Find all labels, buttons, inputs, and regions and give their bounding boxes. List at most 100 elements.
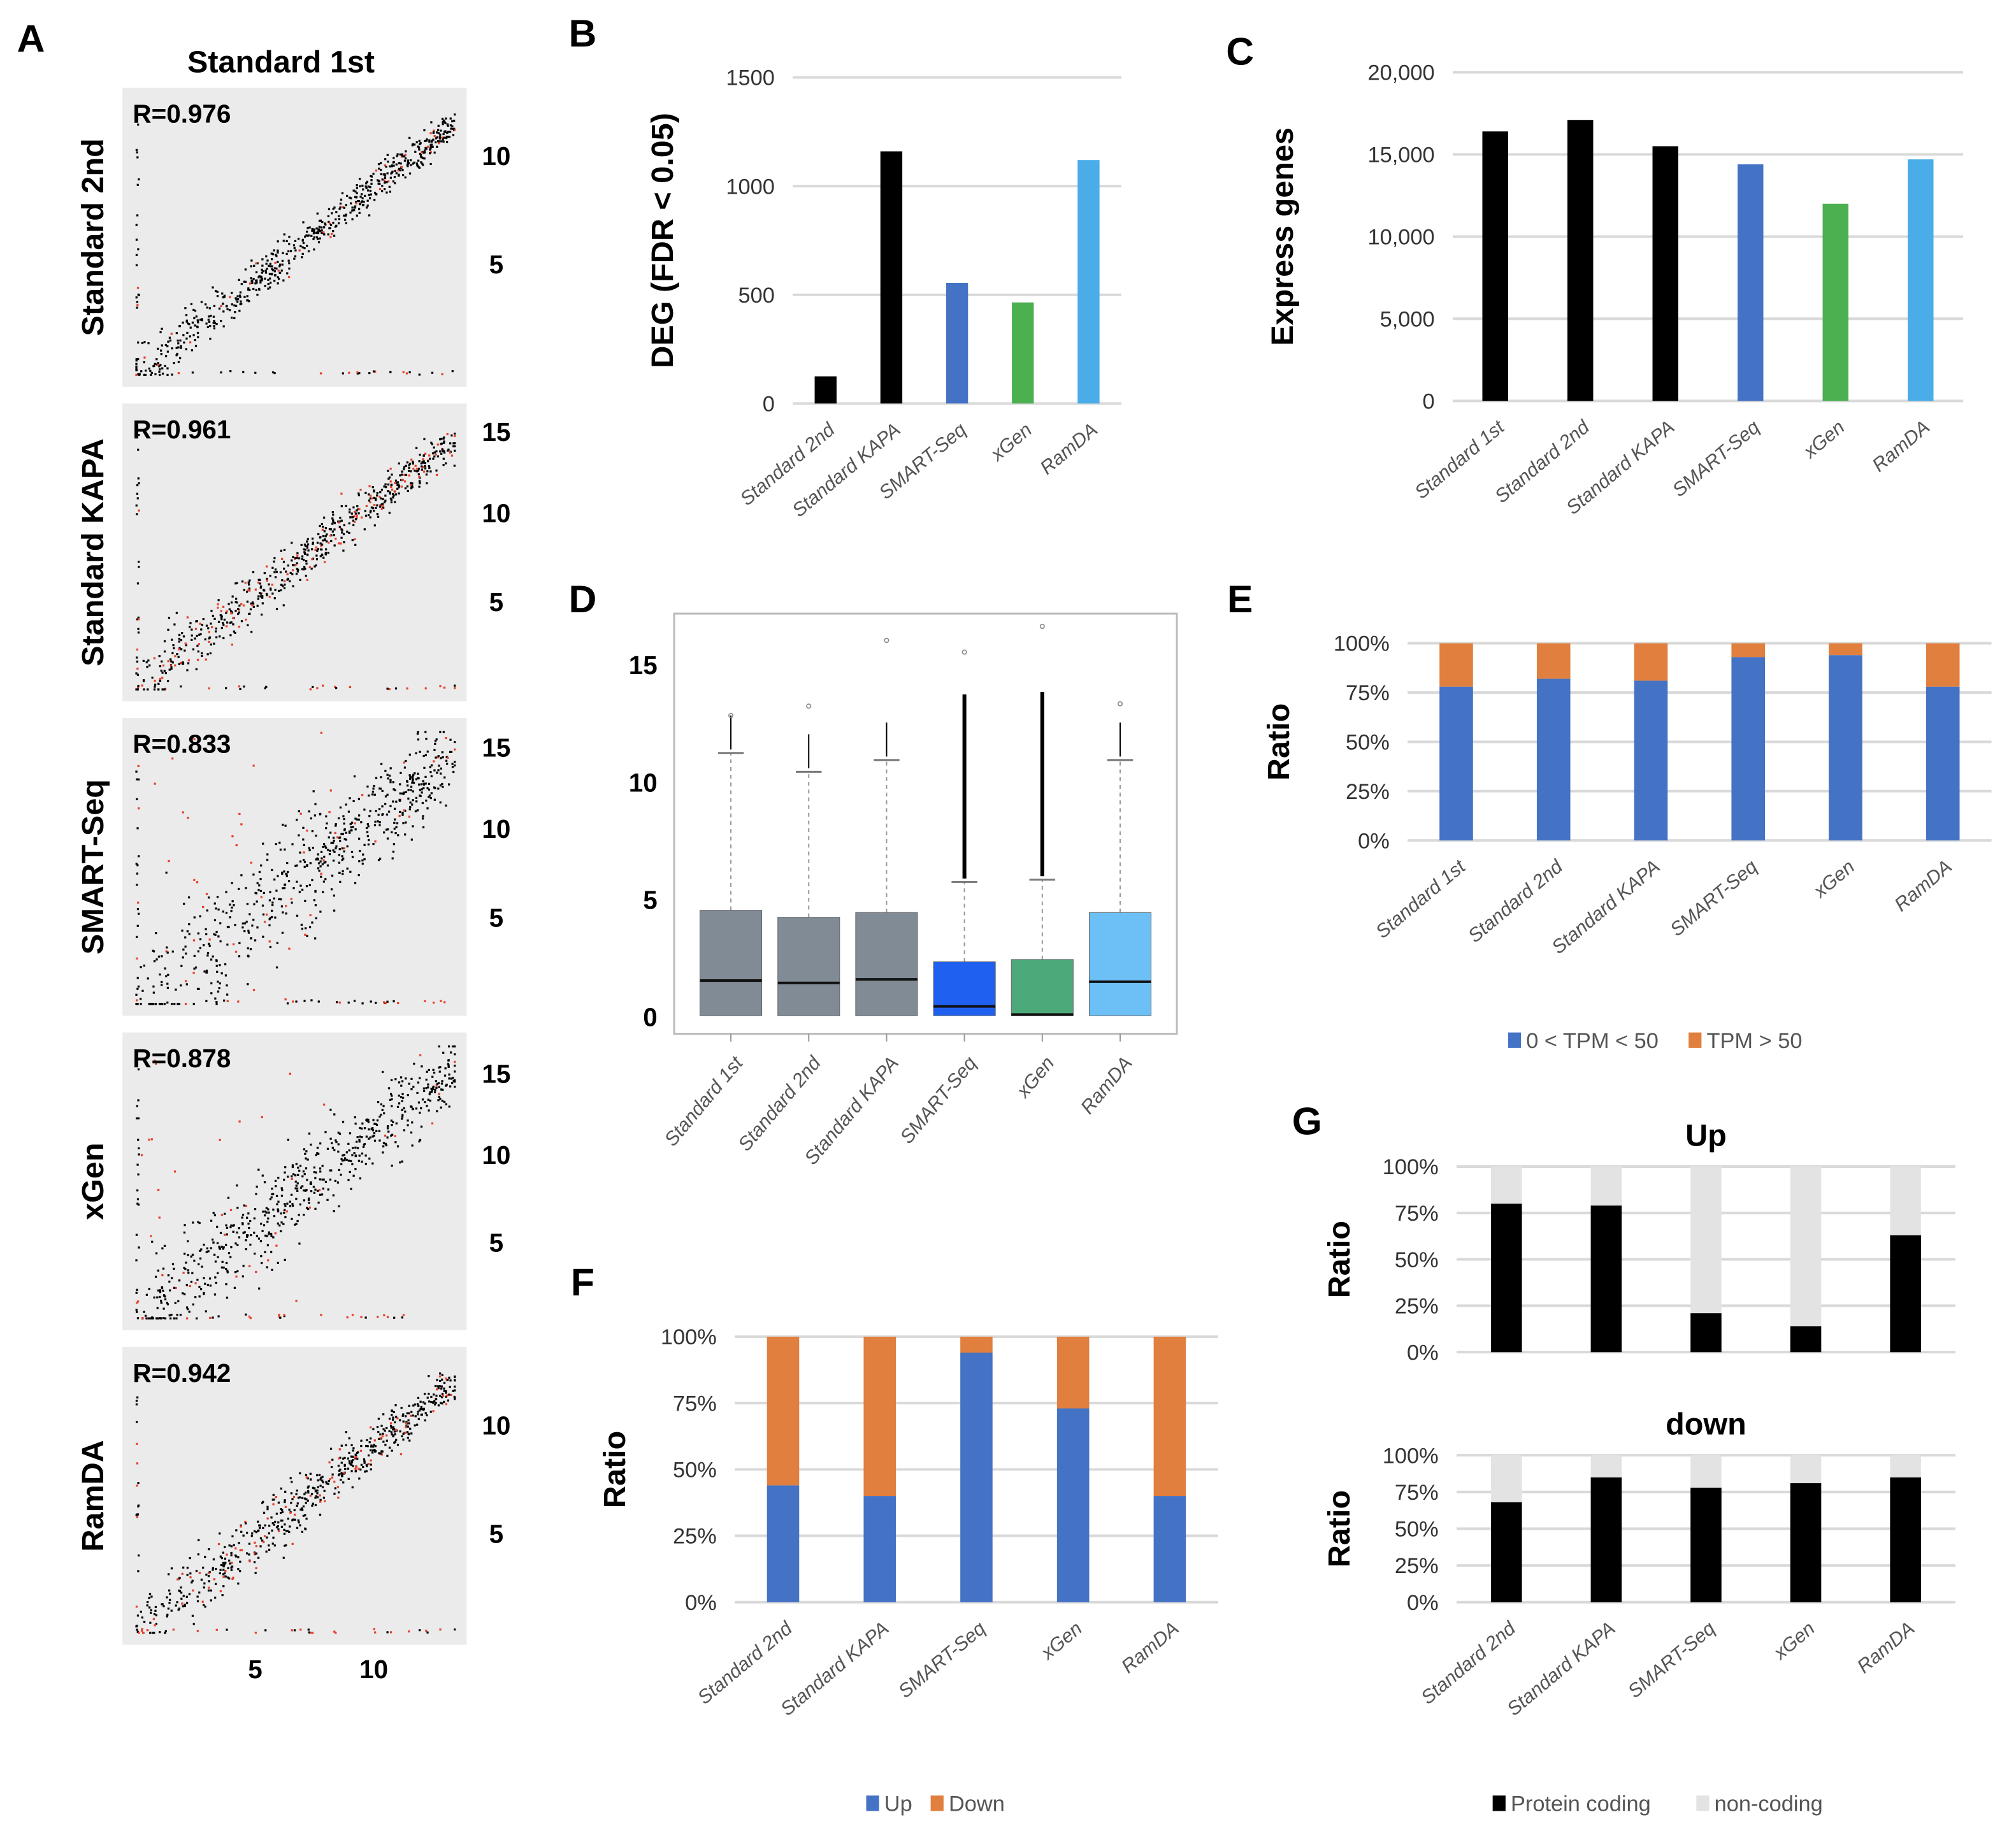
scatter-point (282, 585, 284, 587)
scatter-point (343, 838, 346, 840)
scatter-point (136, 306, 138, 309)
scatter-point (313, 814, 317, 817)
scatter-point (401, 1093, 404, 1095)
scatter-point (254, 1632, 257, 1634)
scatter-point (371, 1127, 374, 1130)
scatter-point (241, 1223, 244, 1226)
scatter-point (411, 1121, 414, 1124)
scatter-point (275, 1244, 278, 1247)
scatter-point (248, 1553, 250, 1556)
scatter-point (452, 1045, 454, 1048)
scatter-point (185, 983, 188, 986)
scatter-point (415, 778, 418, 780)
scatter-point (398, 486, 400, 489)
scatter-point (392, 494, 395, 497)
scatter-point (335, 1140, 338, 1144)
scatter-point (196, 1317, 198, 1319)
scatter-point (274, 1232, 277, 1235)
scatter-point (268, 924, 271, 926)
scatter-point (329, 1448, 333, 1450)
scatter-point (454, 1375, 456, 1378)
scatter-point (225, 687, 227, 689)
scatter-point (275, 1185, 277, 1188)
scatter-point (424, 782, 427, 785)
scatter-point (430, 1091, 433, 1093)
scatter-point (226, 625, 228, 628)
scatter-point (234, 1547, 237, 1549)
scatter-point (403, 466, 406, 468)
scatter-point (253, 1530, 256, 1532)
legend-swatch (930, 1795, 944, 1811)
scatter-point (266, 268, 268, 270)
scatter-point (310, 567, 313, 570)
scatter-point (259, 889, 263, 893)
scatter-point (252, 278, 255, 280)
scatter-point (418, 148, 421, 151)
scatter-point (136, 1614, 140, 1617)
scatter-point (197, 1553, 199, 1556)
scatter-point (233, 904, 235, 907)
scatter-point (363, 809, 366, 811)
scatter-point (137, 686, 140, 689)
scatter-point (137, 248, 140, 250)
scatter-point (398, 1095, 400, 1097)
scatter-point (215, 965, 218, 967)
y-tick-label: 0% (1407, 1591, 1439, 1615)
scatter-point (271, 566, 274, 569)
scatter-point (338, 1002, 341, 1004)
scatter-point (243, 1231, 246, 1233)
scatter-point (315, 236, 319, 239)
scatter-point (184, 1003, 187, 1005)
scatter-point (154, 1062, 157, 1065)
scatter-point (194, 345, 198, 347)
scatter-point (426, 1070, 428, 1073)
scatter-point (332, 222, 335, 224)
scatter-point (315, 858, 317, 861)
scatter-point (410, 789, 412, 791)
scatter-point (438, 765, 440, 767)
scatter-point (311, 1504, 313, 1507)
scatter-point (366, 831, 369, 833)
scatter-point (379, 1437, 382, 1439)
scatter-point (283, 233, 285, 236)
scatter-point (214, 997, 217, 1000)
scatter-point (454, 748, 456, 751)
scatter-point (187, 1269, 189, 1272)
scatter-point (154, 782, 156, 785)
scatter-point (261, 258, 264, 261)
scatter-point (322, 684, 324, 687)
scatter-point (313, 1191, 316, 1194)
scatter-point (259, 593, 263, 595)
scatter-point (140, 998, 142, 1000)
scatter-point (447, 135, 450, 138)
scatter-point (198, 988, 200, 991)
scatter-point (282, 561, 285, 563)
scatter-point (292, 1000, 294, 1003)
scatter-point (154, 679, 156, 682)
scatter-point (167, 974, 169, 976)
scatter-point (241, 922, 244, 925)
scatter-point (420, 161, 422, 164)
panel-label-e: E (1227, 577, 1253, 621)
scatter-point (281, 931, 284, 934)
plot-background (122, 87, 467, 387)
scatter-point (301, 1497, 304, 1499)
scatter-point (176, 1314, 178, 1316)
scatter-point (192, 334, 195, 336)
scatter-point (445, 117, 447, 120)
scatter-point (363, 858, 366, 861)
scatter-point (259, 1527, 261, 1529)
scatter-point (316, 687, 319, 689)
scatter-point (419, 751, 421, 753)
scatter-point (184, 1224, 186, 1226)
scatter-point (205, 893, 208, 895)
scatter-point (442, 119, 445, 122)
scatter-point (401, 1435, 403, 1437)
scatter-point (215, 1628, 218, 1631)
scatter-point (328, 227, 331, 229)
scatter-point (254, 1552, 256, 1555)
scatter-point (185, 1595, 188, 1598)
scatter-point (261, 594, 264, 598)
scatter-point (412, 799, 414, 801)
scatter-point (437, 787, 440, 790)
